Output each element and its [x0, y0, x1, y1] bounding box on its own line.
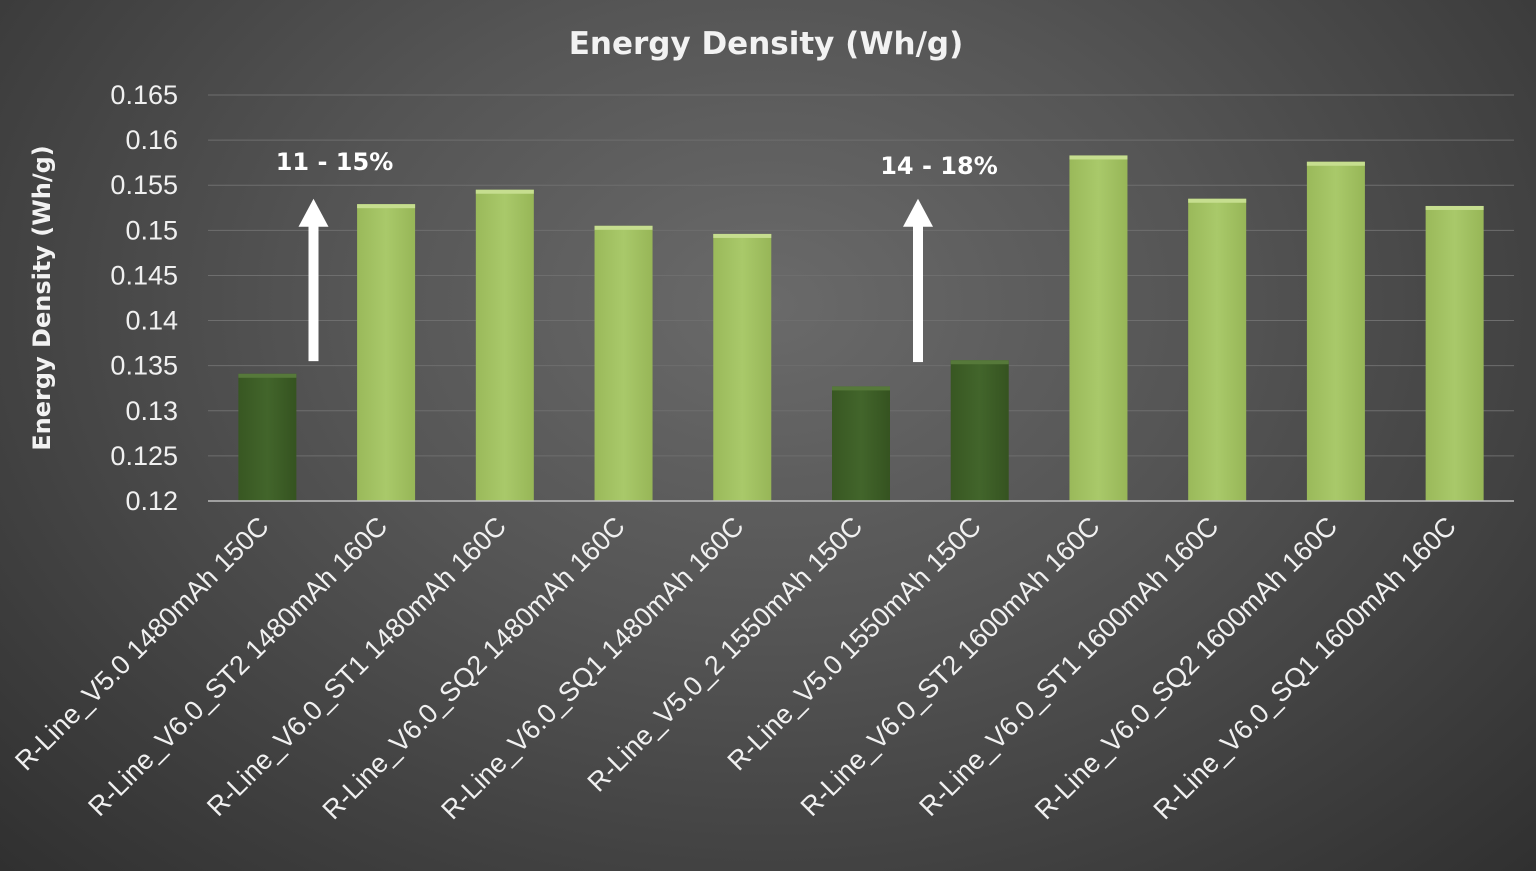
chart-title: Energy Density (Wh/g)	[569, 26, 964, 62]
y-tick-label: 0.15	[125, 215, 178, 245]
arrow-head-icon	[903, 198, 933, 227]
bar-top-highlight	[357, 204, 416, 209]
bar-rect	[357, 204, 416, 501]
y-tick-label: 0.12	[125, 486, 178, 516]
bar	[713, 233, 772, 502]
annotation: 14 - 18%	[880, 152, 998, 363]
bar	[1425, 205, 1484, 501]
annotation: 11 - 15%	[276, 148, 394, 362]
y-tick-label: 0.135	[110, 351, 178, 381]
bar	[1188, 198, 1247, 501]
arrow-shaft	[308, 224, 319, 362]
bar	[1069, 155, 1128, 501]
bar-top-highlight	[950, 360, 1009, 365]
y-tick-label: 0.14	[125, 306, 178, 336]
bar-rect	[1306, 161, 1365, 501]
bar-top-highlight	[1425, 205, 1484, 210]
annotation-label: 11 - 15%	[276, 148, 394, 176]
y-tick-label: 0.165	[110, 80, 178, 110]
bar-rect	[1188, 198, 1247, 501]
y-tick-label: 0.16	[125, 125, 178, 155]
x-tick-label: R-Line_V5.0 1480mAh 150C	[9, 511, 274, 776]
grid-lines	[208, 94, 1514, 457]
bar	[357, 204, 416, 501]
bar-top-highlight	[713, 233, 772, 238]
bar	[475, 189, 534, 501]
bar-rect	[950, 360, 1009, 501]
bar-top-highlight	[832, 386, 890, 391]
bar-top-highlight	[1306, 161, 1365, 166]
x-tick-label: R-Line_V5.0 1550mAh 150C	[722, 511, 987, 776]
bar-rect	[475, 189, 534, 501]
y-tick-label: 0.145	[110, 260, 178, 290]
bar-rect	[1425, 205, 1484, 501]
bar-top-highlight	[475, 189, 534, 194]
y-axis-label: Energy Density (Wh/g)	[28, 145, 56, 450]
arrow-head-icon	[298, 198, 329, 227]
bar	[832, 386, 890, 501]
bar	[238, 373, 297, 501]
bar-rect	[594, 225, 653, 502]
annotation-label: 14 - 18%	[880, 152, 998, 180]
bar	[950, 360, 1009, 501]
y-tick-label: 0.125	[110, 441, 178, 471]
bars	[238, 155, 1484, 502]
bar-top-highlight	[1188, 198, 1247, 203]
bar-top-highlight	[238, 373, 297, 378]
bar	[594, 225, 653, 502]
x-axis-ticks: R-Line_V5.0 1480mAh 150CR-Line_V6.0_ST2 …	[9, 511, 1462, 825]
bar-rect	[832, 386, 890, 501]
annotations: 11 - 15% 14 - 18%	[276, 148, 998, 363]
y-axis-ticks: 0.12 0.125 0.13 0.135 0.14 0.145 0.15 0.155 0.16…	[110, 80, 178, 516]
bar-rect	[238, 373, 297, 501]
y-tick-label: 0.13	[125, 396, 178, 426]
bar-top-highlight	[594, 225, 653, 230]
bar	[1306, 161, 1365, 501]
bar-rect	[713, 233, 772, 502]
bar-top-highlight	[1069, 155, 1128, 160]
y-tick-label: 0.155	[110, 170, 178, 200]
arrow-shaft	[913, 224, 923, 363]
bar-rect	[1069, 155, 1128, 501]
